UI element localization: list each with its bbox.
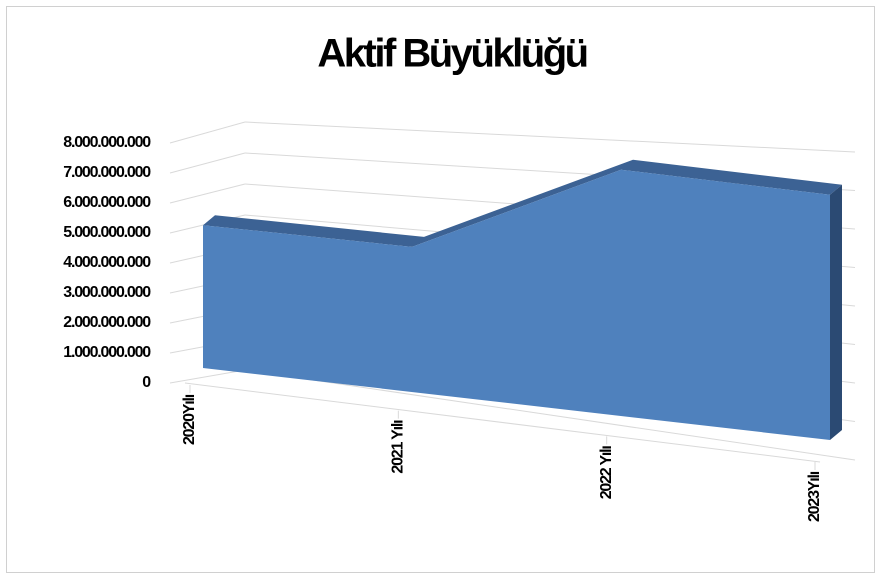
y-tick-label: 5.000.000.000 — [63, 224, 151, 241]
grid-line — [244, 369, 856, 461]
area-top — [203, 159, 842, 247]
floor-edge — [184, 382, 821, 463]
y-tick-label: 0 — [142, 374, 151, 391]
y-tick-label: 2.000.000.000 — [63, 314, 151, 331]
y-tick-label: 7.000.000.000 — [63, 164, 151, 181]
x-tick-label: 2020Yılı — [181, 394, 198, 445]
x-tick-label: 2021 Yılı — [390, 420, 407, 474]
grid-line — [169, 183, 246, 204]
y-tick-label: 4.000.000.000 — [63, 254, 151, 271]
area-side — [830, 184, 842, 440]
grid-line — [244, 121, 856, 153]
y-tick-label: 6.000.000.000 — [63, 194, 151, 211]
x-tick-label: 2023Yılı — [806, 471, 823, 522]
grid-line — [169, 369, 246, 384]
y-tick-label: 3.000.000.000 — [63, 284, 151, 301]
y-tick-label: 1.000.000.000 — [63, 344, 151, 361]
chart-title: Aktif Büyüklüğü — [317, 32, 586, 76]
area — [203, 169, 830, 440]
x-tick-label: 2022 Yılı — [598, 446, 615, 500]
grid-line — [169, 121, 246, 144]
grid-line — [169, 152, 246, 174]
y-tick-label: 8.000.000.000 — [63, 134, 151, 151]
